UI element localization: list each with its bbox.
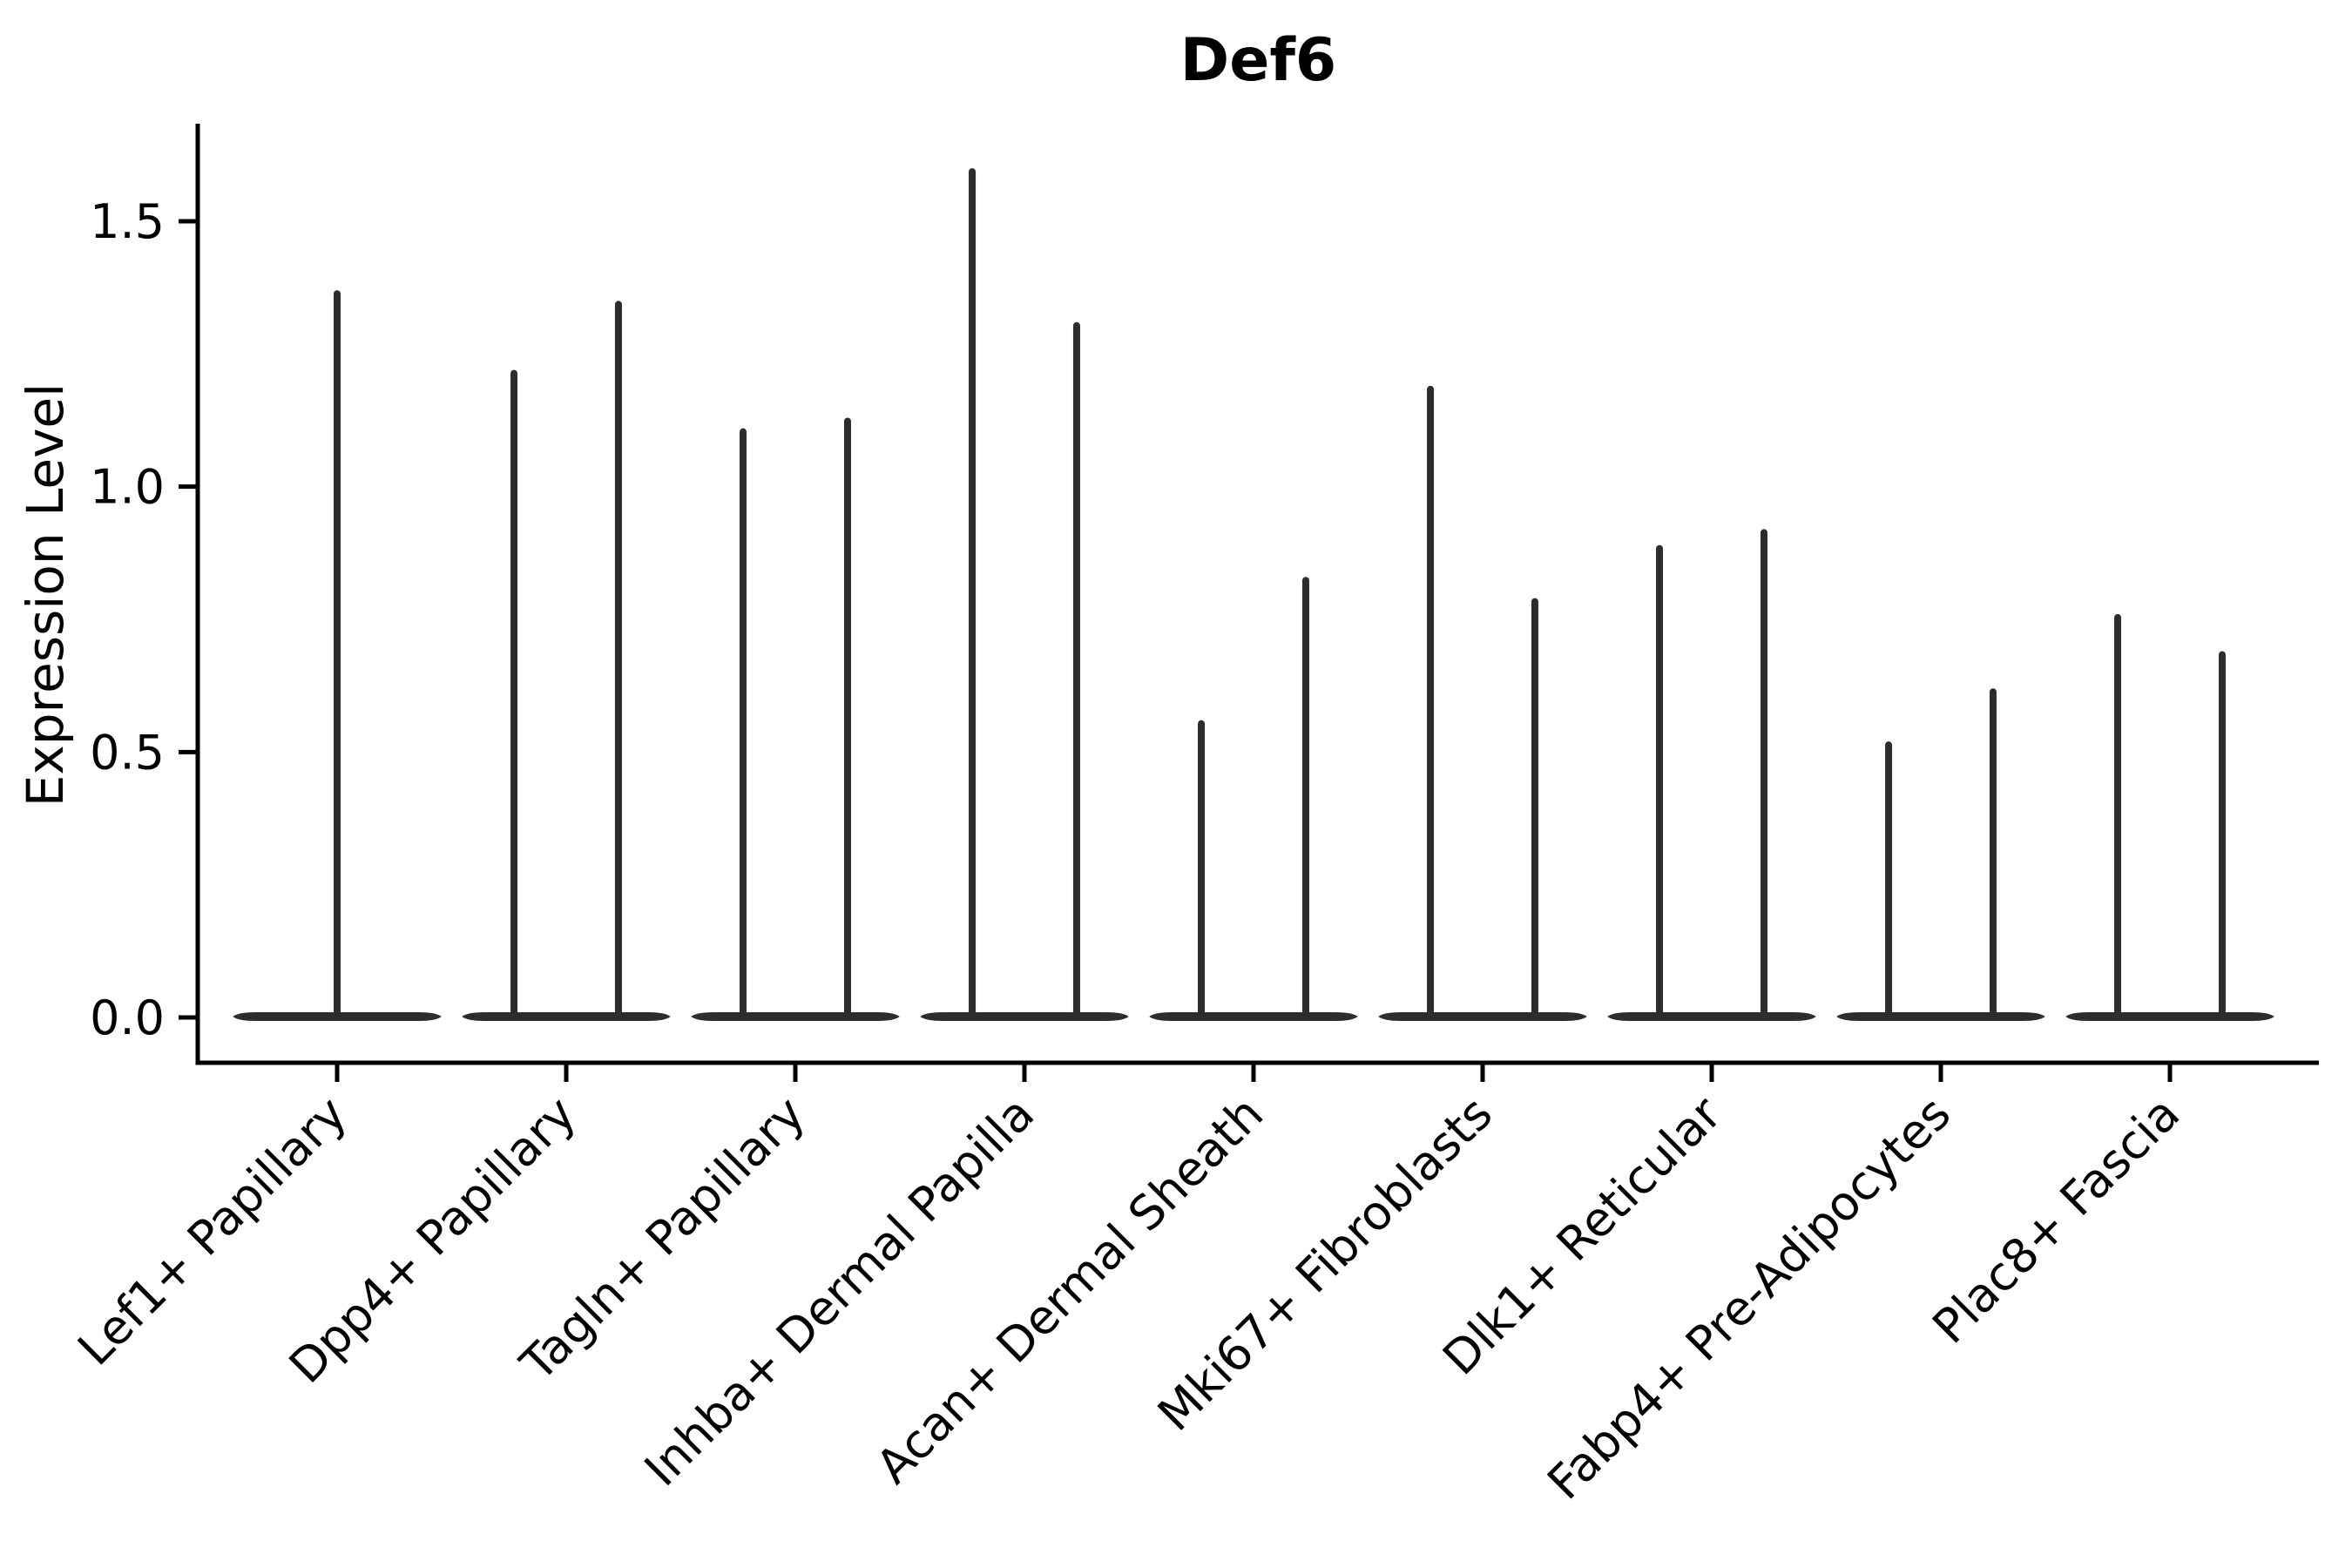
x-tick-label: Fabp4+ Pre-Adipocytes xyxy=(1537,1086,1961,1511)
y-tick-label: 1.0 xyxy=(90,460,165,515)
chart-title: Def6 xyxy=(1179,26,1337,95)
x-tick-label: Inhba+ Dermal Papilla xyxy=(634,1086,1044,1497)
violin-base xyxy=(1149,1012,1358,1021)
violin-base xyxy=(1607,1012,1816,1021)
violin-base xyxy=(1836,1012,2045,1021)
violin-base xyxy=(691,1012,900,1021)
y-tick-label: 1.5 xyxy=(90,194,165,249)
y-axis-title: Expression Level xyxy=(16,382,75,808)
x-tick-label: Plac8+ Fascia xyxy=(1922,1086,2190,1355)
violin-base xyxy=(2065,1012,2274,1021)
violin-base xyxy=(1378,1012,1587,1021)
violin-base xyxy=(462,1012,671,1021)
y-tick-label: 0.0 xyxy=(90,990,165,1045)
violin-base xyxy=(920,1012,1129,1021)
x-tick-label: Acan+ Dermal Sheath xyxy=(866,1086,1274,1494)
y-tick-label: 0.5 xyxy=(90,725,165,780)
